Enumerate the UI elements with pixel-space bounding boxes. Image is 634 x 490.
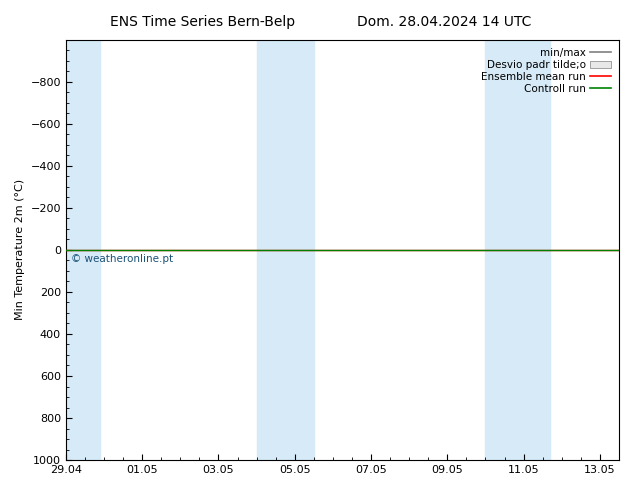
Y-axis label: Min Temperature 2m (°C): Min Temperature 2m (°C) [15,179,25,320]
Legend: min/max, Desvio padr tilde;o, Ensemble mean run, Controll run: min/max, Desvio padr tilde;o, Ensemble m… [478,45,614,97]
Text: © weatheronline.pt: © weatheronline.pt [72,254,174,264]
Bar [512,40,550,460]
Bar [257,40,283,460]
Bar [66,40,100,460]
Bar [283,40,314,460]
Text: Dom. 28.04.2024 14 UTC: Dom. 28.04.2024 14 UTC [356,15,531,29]
Text: ENS Time Series Bern-Belp: ENS Time Series Bern-Belp [110,15,295,29]
Bar [486,40,512,460]
